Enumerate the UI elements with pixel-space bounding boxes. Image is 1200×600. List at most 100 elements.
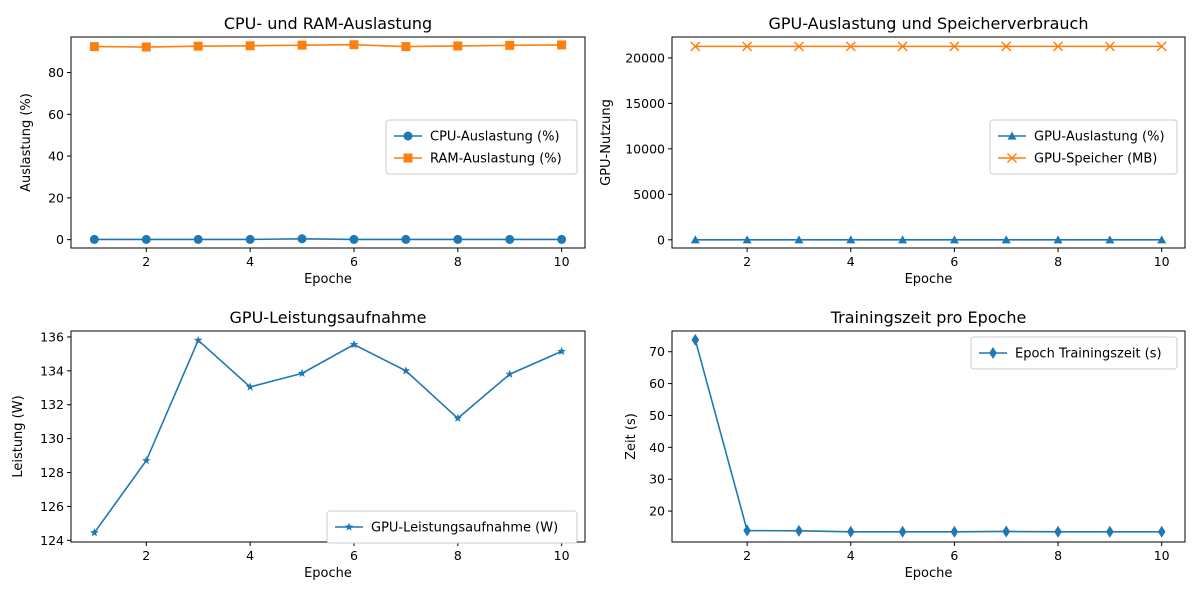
data-point bbox=[795, 524, 803, 537]
data-point bbox=[690, 41, 701, 52]
data-point bbox=[898, 525, 907, 538]
chart-title: Trainingszeit pro Epoche bbox=[830, 308, 1027, 327]
x-tick-label: 10 bbox=[554, 548, 570, 563]
legend-marker bbox=[344, 522, 354, 531]
y-axis-label: GPU-Nutzung bbox=[599, 99, 614, 186]
data-point bbox=[846, 235, 856, 244]
legend-label: RAM-Auslastung (%) bbox=[430, 152, 562, 167]
data-point bbox=[1053, 41, 1064, 52]
y-tick-label: 132 bbox=[40, 397, 64, 412]
y-tick-label: 60 bbox=[649, 376, 665, 391]
y-tick-label: 50 bbox=[649, 408, 665, 423]
plot-frame bbox=[671, 36, 1186, 249]
y-tick-label: 5000 bbox=[633, 187, 665, 202]
series-line bbox=[694, 339, 1162, 533]
legend-box bbox=[326, 510, 578, 544]
legend: GPU-Leistungsaufnahme (W) bbox=[326, 510, 578, 544]
data-point bbox=[401, 234, 411, 244]
data-point bbox=[898, 235, 908, 244]
series-1 bbox=[691, 333, 1166, 538]
data-point bbox=[1157, 525, 1166, 538]
x-tick-label: 6 bbox=[950, 548, 958, 563]
data-point bbox=[142, 456, 151, 465]
data-point bbox=[89, 234, 99, 244]
x-tick-label: 10 bbox=[1154, 254, 1170, 269]
series-line bbox=[94, 238, 562, 241]
plot-frame bbox=[671, 330, 1186, 543]
legend-box bbox=[989, 119, 1178, 175]
data-point bbox=[690, 235, 700, 244]
x-tick-label: 4 bbox=[847, 254, 855, 269]
data-point bbox=[845, 41, 856, 52]
series-1 bbox=[89, 234, 567, 244]
data-point bbox=[1106, 525, 1114, 538]
x-tick-label: 2 bbox=[142, 254, 150, 269]
data-point bbox=[950, 525, 959, 538]
legend-marker bbox=[1006, 152, 1018, 164]
legend-label: Epoch Trainingszeit (s) bbox=[1015, 347, 1162, 362]
y-axis-label: Zeit (s) bbox=[624, 413, 639, 460]
x-axis-label: Epoche bbox=[905, 272, 953, 287]
legend-marker bbox=[403, 131, 413, 141]
x-tick-label: 2 bbox=[743, 548, 751, 563]
series-1 bbox=[90, 335, 566, 537]
legend-label: CPU-Auslastung (%) bbox=[430, 130, 560, 145]
y-tick-label: 60 bbox=[48, 107, 64, 122]
y-tick-label: 40 bbox=[48, 149, 64, 164]
legend-marker bbox=[1007, 131, 1017, 140]
data-point bbox=[193, 234, 203, 244]
data-point bbox=[846, 525, 855, 538]
data-point bbox=[1105, 235, 1115, 244]
x-axis-label: Epoche bbox=[304, 272, 352, 287]
x-tick-label: 4 bbox=[246, 548, 254, 563]
y-tick-label: 80 bbox=[48, 65, 64, 80]
data-point bbox=[794, 235, 804, 244]
y-tick-label: 134 bbox=[40, 363, 64, 378]
y-tick-label: 136 bbox=[40, 329, 64, 344]
x-tick-label: 10 bbox=[1154, 548, 1170, 563]
data-point bbox=[349, 234, 359, 244]
chart-title: CPU- und RAM-Auslastung bbox=[224, 14, 432, 33]
data-point bbox=[349, 340, 359, 349]
x-tick-label: 4 bbox=[847, 548, 855, 563]
legend: CPU-Auslastung (%) RAM-Auslastung (%) bbox=[385, 119, 578, 175]
data-point bbox=[1053, 235, 1063, 244]
y-tick-label: 10000 bbox=[625, 141, 665, 156]
plot-frame bbox=[70, 330, 586, 543]
plot-frame bbox=[70, 36, 586, 249]
series-line bbox=[94, 43, 562, 48]
y-tick-label: 70 bbox=[649, 344, 665, 359]
data-point bbox=[1157, 235, 1167, 244]
x-tick-label: 10 bbox=[554, 254, 570, 269]
legend: GPU-Auslastung (%) GPU-Speicher (MB) bbox=[989, 119, 1178, 175]
data-point bbox=[453, 413, 463, 422]
x-tick-label: 2 bbox=[142, 548, 150, 563]
data-point bbox=[401, 42, 411, 52]
x-axis-label: Epoche bbox=[304, 566, 352, 581]
data-point bbox=[1156, 41, 1167, 52]
data-point bbox=[742, 235, 752, 244]
y-tick-label: 15000 bbox=[625, 96, 665, 111]
data-point bbox=[453, 41, 463, 51]
x-tick-label: 4 bbox=[246, 254, 254, 269]
legend-marker bbox=[403, 153, 413, 163]
data-point bbox=[897, 41, 908, 52]
x-tick-label: 8 bbox=[454, 254, 462, 269]
y-tick-label: 20000 bbox=[625, 50, 665, 65]
y-tick-label: 40 bbox=[649, 440, 665, 455]
series-2 bbox=[89, 40, 567, 52]
data-point bbox=[89, 42, 99, 52]
y-tick-label: 124 bbox=[40, 533, 64, 548]
y-tick-label: 20 bbox=[649, 504, 665, 519]
data-point bbox=[1001, 235, 1011, 244]
y-axis-label: Auslastung (%) bbox=[19, 93, 34, 192]
data-point bbox=[1104, 41, 1115, 52]
series-line bbox=[93, 338, 562, 534]
chart-cpu_ram: CPU- und RAM-Auslastung 2 4 6 8 10 0 20 40 60 80 Ep… bbox=[19, 14, 586, 287]
data-point bbox=[505, 234, 515, 244]
data-point bbox=[743, 524, 751, 537]
chart-power: GPU-Leistungsaufnahme 2 4 6 8 10 124 126 128 130 1… bbox=[11, 308, 586, 581]
y-tick-label: 20 bbox=[48, 190, 64, 205]
chart-title: GPU-Leistungsaufnahme bbox=[230, 308, 427, 327]
